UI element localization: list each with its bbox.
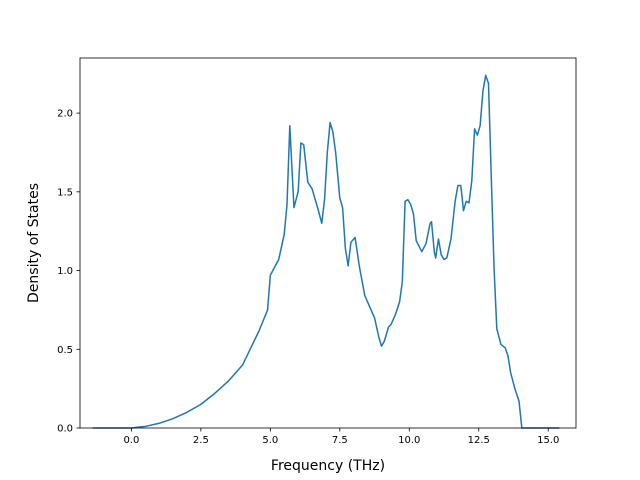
plot-frame — [79, 57, 577, 429]
y-axis-label: Density of States — [26, 183, 42, 303]
x-axis-label: Frequency (THz) — [271, 458, 385, 474]
x-tick-label: 12.5 — [468, 435, 490, 446]
x-tick-label: 5.0 — [262, 435, 278, 446]
x-tick-label: 10.0 — [398, 435, 420, 446]
x-tick-label: 0.0 — [123, 435, 139, 446]
x-tick-label: 15.0 — [537, 435, 559, 446]
y-tick-label: 0.0 — [57, 424, 73, 435]
y-axis-ticks: 0.0 0.5 1.0 1.5 2.0 — [57, 109, 80, 435]
x-tick-label: 7.5 — [332, 435, 348, 446]
plot-area — [80, 58, 576, 428]
dos-line — [92, 74, 560, 429]
x-axis-ticks: 0.0 2.5 5.0 7.5 10.0 12.5 15.0 — [123, 428, 559, 446]
y-tick-label: 1.0 — [57, 266, 73, 277]
y-tick-label: 1.5 — [57, 187, 73, 198]
x-tick-label: 2.5 — [193, 435, 209, 446]
y-tick-label: 0.5 — [57, 345, 73, 356]
series-layer — [92, 74, 560, 429]
y-tick-label: 2.0 — [57, 109, 73, 120]
